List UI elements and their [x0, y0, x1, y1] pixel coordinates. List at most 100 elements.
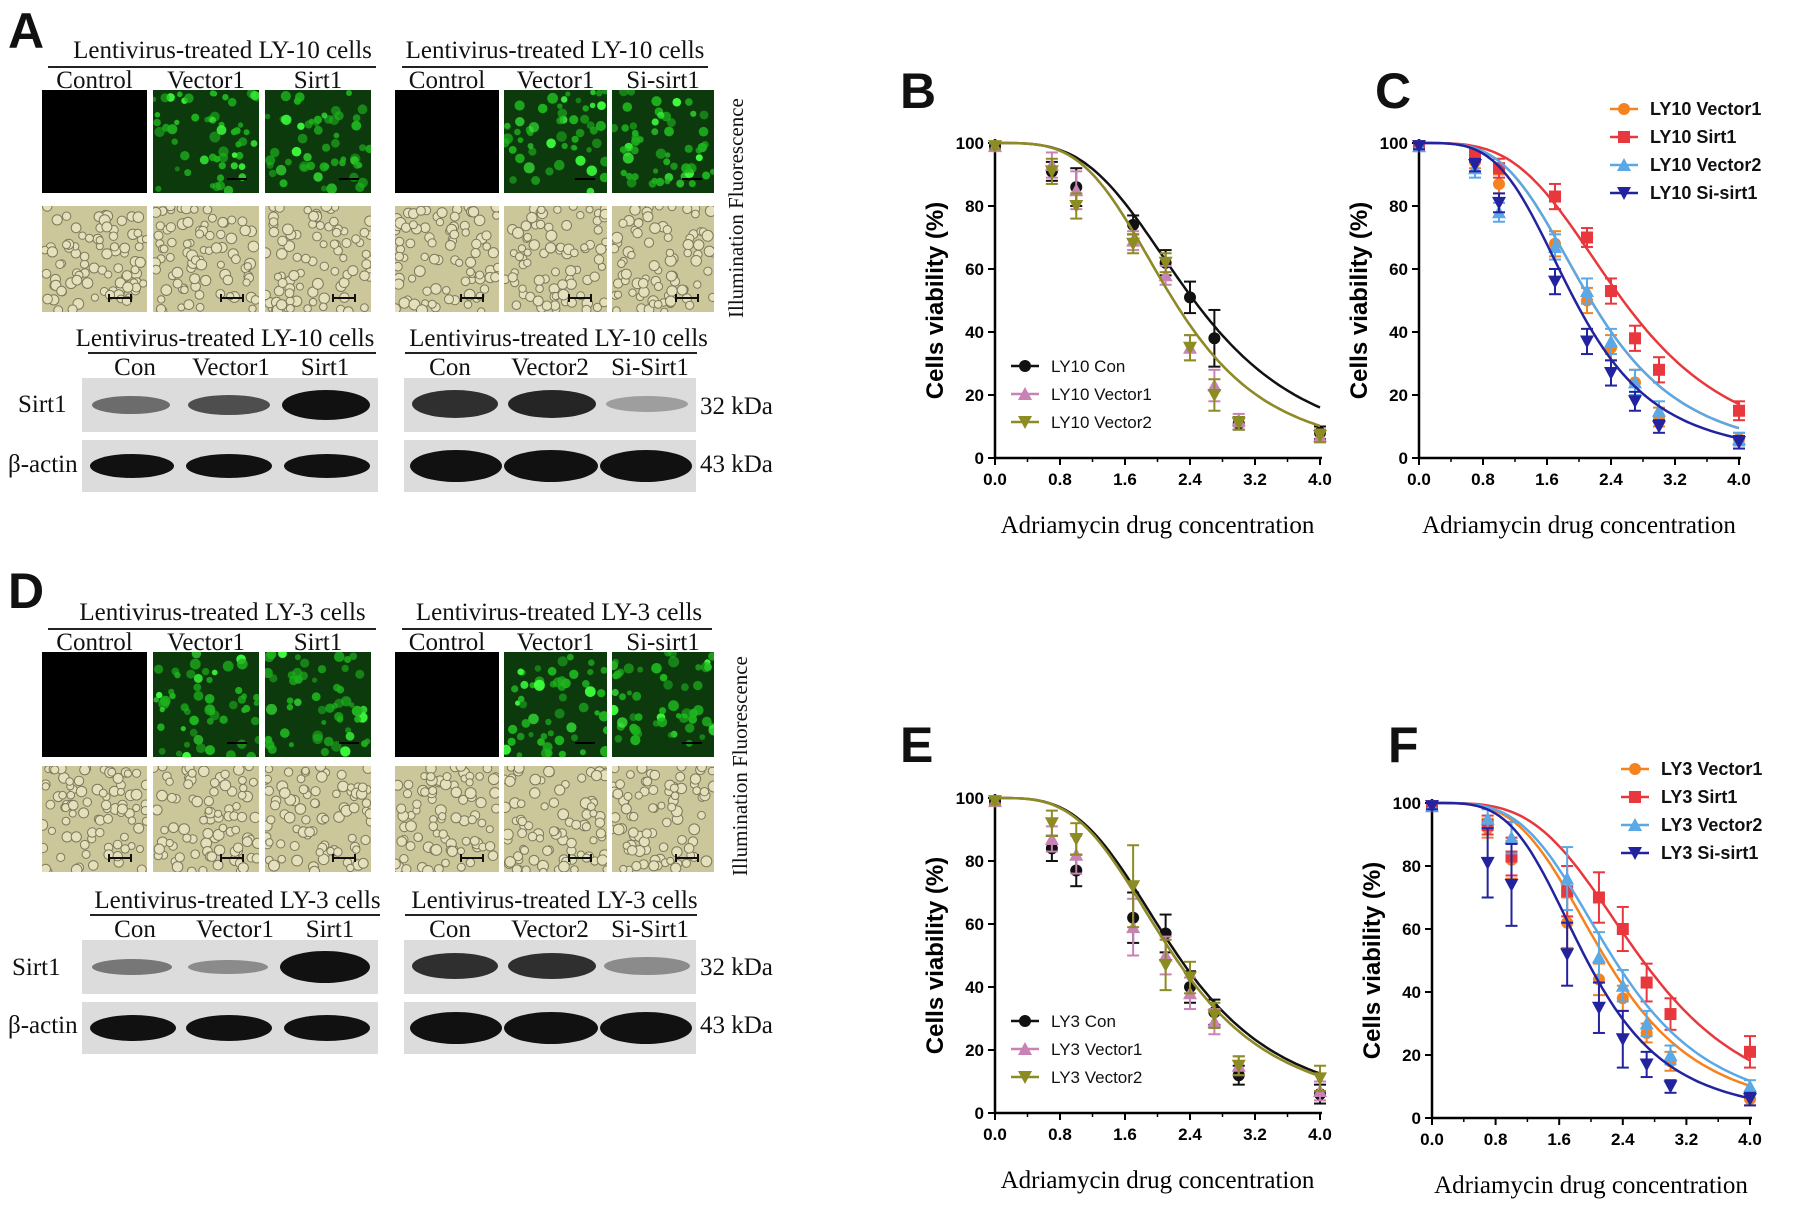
cell: [165, 252, 175, 262]
fluorescent-cell: [702, 171, 711, 180]
cell: [309, 865, 320, 872]
fluorescent-cell: [626, 177, 637, 188]
y-tick-label: 20: [965, 1041, 984, 1060]
x-tick-label: 3.2: [1675, 1130, 1699, 1149]
fluorescent-cell: [688, 180, 696, 188]
fluorescent-cell: [336, 716, 344, 723]
fluorescent-cell: [204, 116, 210, 123]
fluorescent-cell: [351, 120, 362, 131]
fluorescent-cell: [682, 713, 688, 719]
fluorescent-cell: [299, 161, 310, 173]
fluorescent-cell: [571, 135, 579, 143]
cell: [629, 811, 639, 822]
cell: [121, 270, 133, 281]
fluorescent-cell: [222, 660, 234, 672]
cell: [636, 766, 648, 774]
cell: [95, 827, 105, 838]
fluorescent-cell: [629, 122, 638, 130]
fluorescent-cell: [278, 652, 287, 658]
fluorescent-cell: [227, 97, 237, 107]
fluorescent-cell: [193, 683, 202, 692]
fluorescent-cell: [619, 146, 627, 153]
cell: [140, 806, 147, 816]
fluorescent-cell: [595, 90, 603, 97]
cell: [683, 248, 692, 258]
cell: [529, 787, 541, 799]
data-point: [1044, 165, 1059, 179]
cell: [112, 772, 124, 784]
western-blot-actin-left: [82, 440, 378, 492]
x-tick-label: 2.4: [1178, 1125, 1202, 1144]
cell: [401, 864, 412, 872]
cell: [209, 787, 219, 797]
cell: [696, 766, 707, 773]
data-point: [1743, 1079, 1757, 1093]
cell: [516, 799, 526, 809]
fluorescent-cell: [504, 744, 511, 755]
fluorescent-cell: [331, 105, 341, 116]
cell: [484, 841, 496, 852]
fluorescent-cell: [511, 685, 519, 693]
fluorescent-cell: [237, 122, 244, 128]
fluorescent-cell: [533, 679, 545, 691]
cell: [217, 216, 229, 228]
cell: [296, 774, 306, 784]
fluorescent-cell: [571, 734, 578, 742]
x-tick-label: 0.0: [983, 1125, 1007, 1144]
fluorescent-cell: [334, 698, 344, 708]
cell: [570, 865, 579, 872]
cell: [463, 300, 473, 309]
cell: [576, 211, 585, 220]
cell: [288, 270, 300, 281]
fluorescent-cell: [204, 694, 215, 704]
fluorescence-image-si-sirt1: [612, 652, 714, 757]
blot-title-d-right: Lentivirus-treated LY-3 cells: [411, 887, 698, 914]
fluorescent-cell: [153, 697, 159, 703]
data-point: [1207, 389, 1222, 402]
cell: [61, 816, 71, 826]
cell: [666, 856, 675, 865]
cell: [359, 270, 370, 281]
y-tick-label: 40: [965, 323, 984, 342]
western-blot-actin-right: [404, 440, 696, 492]
blot-row-label-beta-actin: β-actin: [8, 451, 78, 478]
cell: [198, 866, 208, 872]
cell: [274, 206, 285, 213]
cell: [218, 823, 228, 833]
cell: [362, 766, 371, 774]
fluorescent-cell: [507, 737, 516, 746]
cell: [122, 281, 134, 293]
cell: [513, 851, 523, 862]
cell: [364, 808, 371, 819]
fluorescent-cell: [590, 90, 596, 96]
cell: [689, 773, 702, 785]
fluorescent-cell: [587, 669, 594, 676]
cell: [56, 852, 66, 863]
cell: [243, 262, 253, 271]
fluorescent-cell: [663, 680, 673, 690]
fluorescence-image-vector1: [504, 652, 607, 757]
cell: [641, 828, 652, 839]
fluorescent-cell: [657, 111, 665, 119]
fluorescent-cell: [313, 121, 320, 127]
panel-label-e: E: [900, 717, 934, 773]
cell: [339, 253, 348, 263]
fluorescent-cell: [308, 118, 315, 125]
fluorescent-cell: [199, 155, 209, 165]
cell: [70, 831, 82, 843]
cell: [312, 231, 322, 242]
cell: [458, 794, 469, 805]
cell: [347, 833, 357, 843]
cell: [277, 235, 288, 247]
fluorescent-cell: [365, 144, 371, 154]
fluorescent-cell: [584, 686, 596, 697]
cell: [682, 206, 693, 215]
fluorescent-cell: [664, 126, 674, 137]
cell: [420, 252, 429, 261]
legend-label: LY3 Vector1: [1051, 1040, 1142, 1059]
fluorescent-cell: [528, 122, 540, 133]
cell: [628, 827, 639, 838]
cell: [523, 232, 533, 242]
cell: [120, 832, 129, 842]
fluorescent-cell: [280, 91, 291, 102]
